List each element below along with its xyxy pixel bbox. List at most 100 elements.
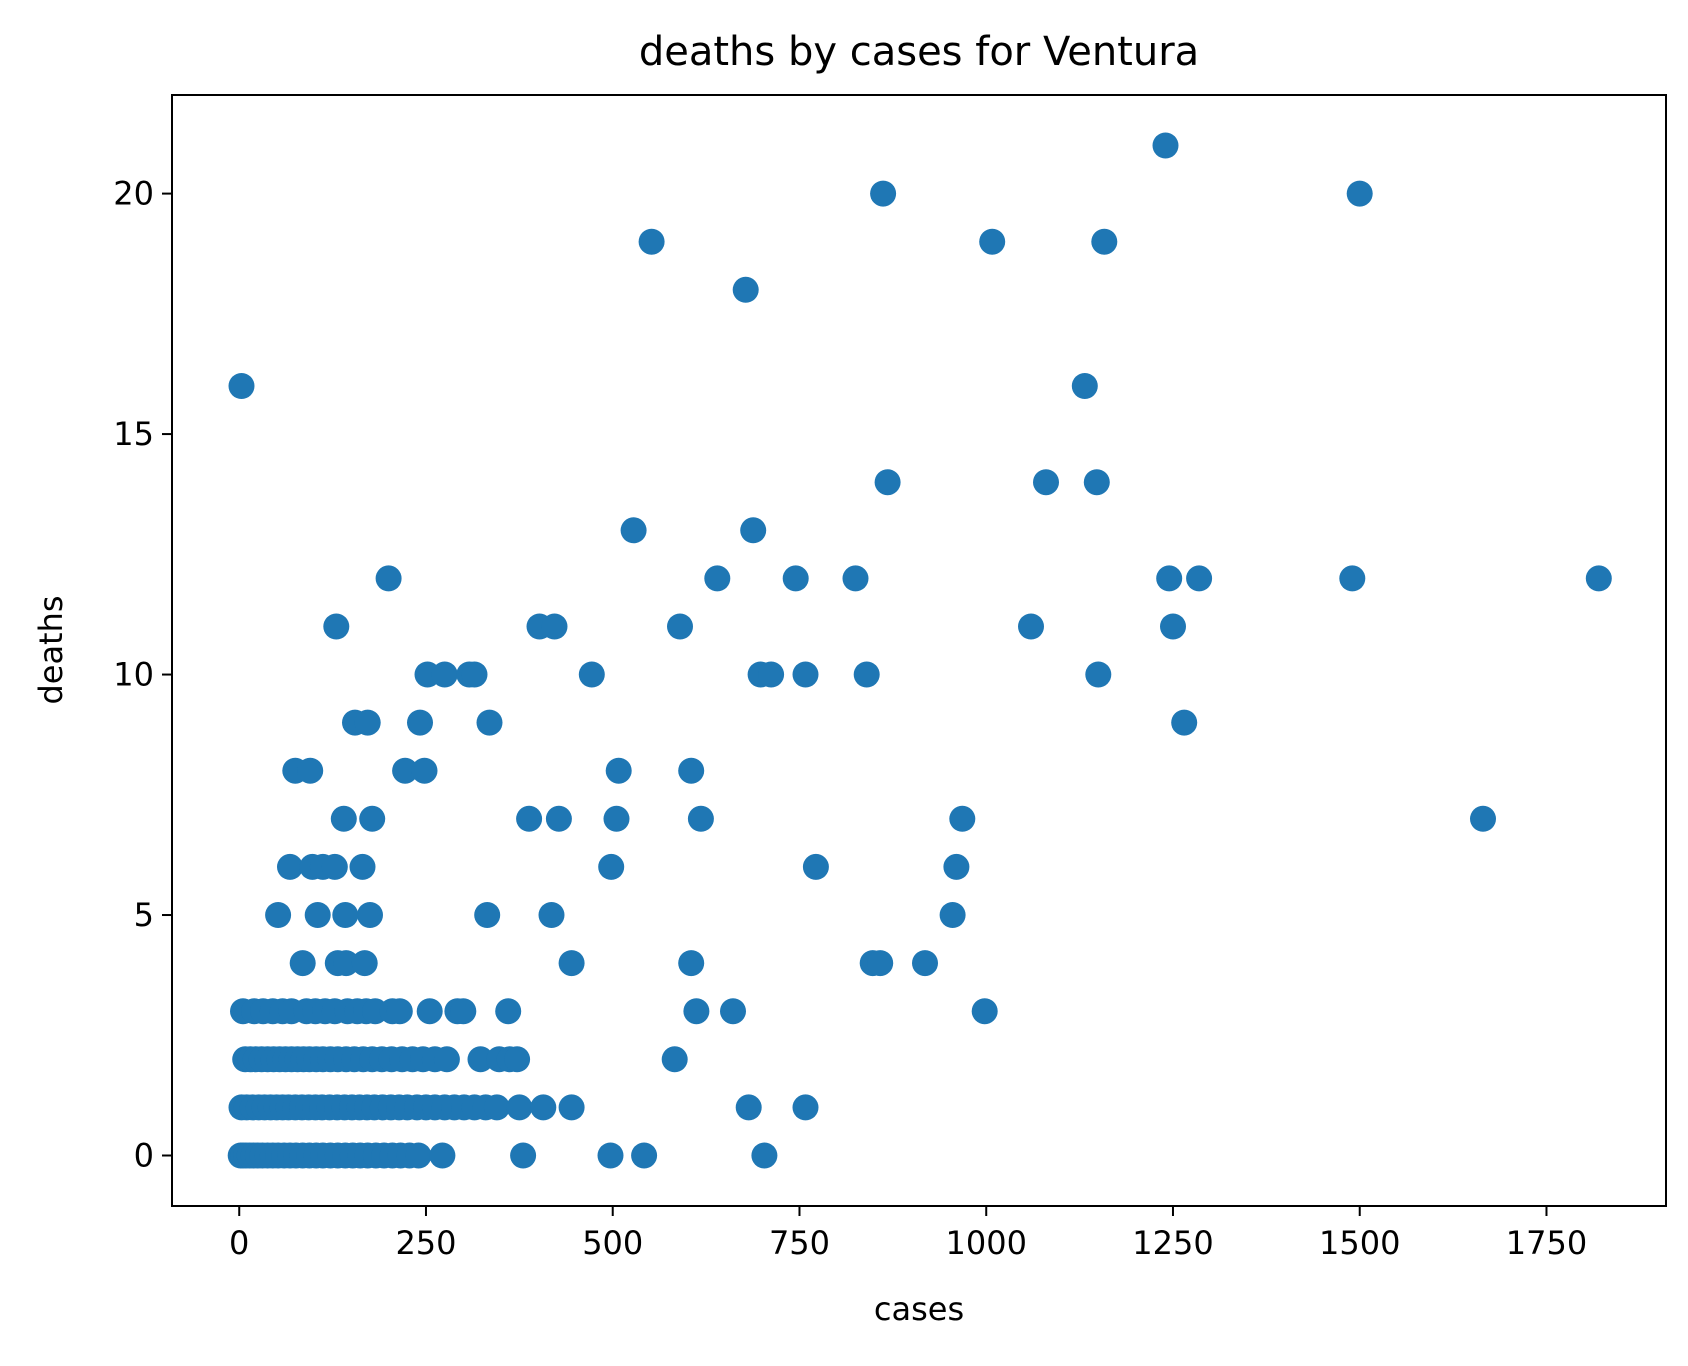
scatter-point (758, 661, 785, 688)
scatter-point (333, 950, 360, 977)
scatter-point (416, 998, 443, 1025)
scatter-point (510, 1142, 537, 1169)
scatter-point (411, 757, 438, 784)
scatter-point (979, 228, 1006, 255)
scatter-point (541, 613, 568, 640)
scatter-point (867, 950, 894, 977)
scatter-point (228, 373, 255, 399)
scatter-point (1339, 565, 1366, 592)
scatter-point (407, 709, 433, 736)
scatter-point (704, 565, 731, 592)
plot-frame (171, 94, 1667, 1207)
scatter-point (620, 517, 647, 544)
x-tick-label: 750 (769, 1224, 830, 1262)
scatter-point (504, 1046, 531, 1073)
scatter-point (297, 757, 324, 784)
scatter-point (483, 1094, 510, 1121)
scatter-point (476, 709, 503, 736)
scatter-point (265, 902, 292, 928)
scatter-point (431, 661, 458, 688)
scatter-point (332, 902, 359, 928)
y-tick-label: 20 (113, 175, 154, 213)
scatter-point (386, 998, 413, 1025)
scatter-point (683, 998, 710, 1025)
scatter-point (289, 950, 316, 977)
scatter-point (321, 853, 348, 880)
x-axis-ticks: 0 250 500 750 1000 1250 1500 1750 (229, 1206, 1587, 1262)
scatter-point (530, 1094, 557, 1121)
scatter-point (357, 902, 383, 928)
scatter-point (874, 469, 901, 496)
scatter-point (578, 661, 605, 688)
scatter-point (474, 902, 501, 928)
scatter-point (323, 613, 350, 640)
scatter-point (792, 661, 819, 688)
x-tick-label: 250 (395, 1224, 456, 1262)
scatter-point (1085, 661, 1112, 688)
scatter-point (1033, 469, 1059, 496)
chart-title: deaths by cases for Ventura (639, 29, 1199, 75)
scatter-point (949, 805, 976, 832)
scatter-point (351, 950, 378, 977)
scatter-point (330, 805, 357, 832)
scatter-point (1171, 709, 1198, 736)
scatter-point (678, 757, 705, 784)
scatter-point (375, 565, 402, 592)
scatter-point (1160, 613, 1186, 640)
scatter-point (558, 950, 585, 977)
scatter-point (603, 805, 630, 832)
scatter-point (354, 709, 381, 736)
scatter-point (912, 950, 938, 977)
scatter-point (667, 613, 693, 640)
x-tick-label: 1000 (946, 1224, 1027, 1262)
scatter-point (740, 517, 767, 544)
scatter-point (1018, 613, 1044, 640)
scatter-point (506, 1094, 533, 1121)
scatter-point (842, 565, 869, 592)
y-axis-label: deaths (32, 595, 70, 704)
points-layer (227, 132, 1612, 1169)
scatter-point (392, 757, 419, 784)
scatter-point (1470, 805, 1496, 832)
scatter-point (429, 1142, 456, 1169)
y-tick-label: 10 (113, 656, 154, 694)
scatter-point (405, 1142, 432, 1169)
scatter-point (687, 805, 714, 832)
scatter-point (802, 853, 829, 880)
scatter-point (461, 661, 488, 688)
scatter-point (349, 853, 376, 880)
scatter-point (450, 998, 477, 1025)
scatter-point (661, 1046, 688, 1073)
y-tick-label: 5 (134, 896, 154, 934)
scatter-point (516, 805, 543, 832)
scatter-point (467, 1046, 494, 1073)
scatter-point (1585, 565, 1612, 592)
scatter-point (782, 565, 809, 592)
scatter-point (359, 805, 386, 832)
scatter-point (1156, 565, 1183, 592)
scatter-point (631, 1142, 658, 1169)
scatter-point (678, 950, 705, 977)
scatter-point (943, 853, 970, 880)
scatter-point (277, 853, 303, 880)
scatter-point (1083, 469, 1110, 496)
scatter-point (558, 1094, 585, 1121)
scatter-point (751, 1142, 778, 1169)
x-tick-label: 1250 (1132, 1224, 1213, 1262)
scatter-point (853, 661, 880, 688)
scatter-point (939, 902, 966, 928)
scatter-point (638, 228, 665, 255)
scatter-point (1071, 373, 1098, 399)
scatter-point (597, 1142, 624, 1169)
scatter-point (598, 853, 625, 880)
scatter-point (605, 757, 632, 784)
scatter-point (870, 180, 897, 207)
scatter-point (545, 805, 572, 832)
scatter-point (1091, 228, 1118, 255)
x-tick-label: 1500 (1319, 1224, 1400, 1262)
scatter-point (304, 902, 331, 928)
scatter-point (495, 998, 522, 1025)
